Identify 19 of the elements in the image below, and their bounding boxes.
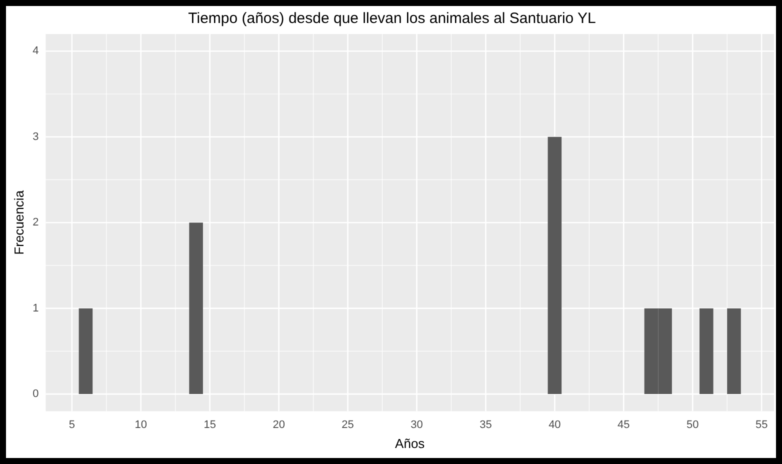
y-tick-label: 3 [32, 130, 39, 143]
x-tick-label: 10 [134, 418, 148, 431]
x-tick-label: 45 [618, 418, 630, 431]
x-tick-label: 20 [272, 418, 285, 431]
y-tick-label: 1 [32, 302, 39, 314]
x-axis-title: Años [395, 436, 426, 451]
y-tick-label: 0 [32, 388, 39, 400]
x-tick-label: 35 [480, 418, 492, 431]
x-tick-label: 15 [204, 418, 216, 431]
x-tick-label: 25 [342, 418, 354, 431]
x-tick-label: 55 [755, 418, 768, 431]
x-tick-label: 30 [410, 418, 423, 431]
y-tick-label: 2 [32, 216, 39, 229]
x-tick-label: 40 [548, 418, 561, 431]
x-tick-label: 50 [686, 418, 699, 431]
chart-title: Tiempo (años) desde que llevan los animales al Santuario YL [188, 10, 596, 28]
y-tick-label: 4 [32, 45, 39, 58]
y-axis-title: Frecuencia [11, 190, 26, 255]
x-tick-label: 5 [68, 418, 75, 431]
